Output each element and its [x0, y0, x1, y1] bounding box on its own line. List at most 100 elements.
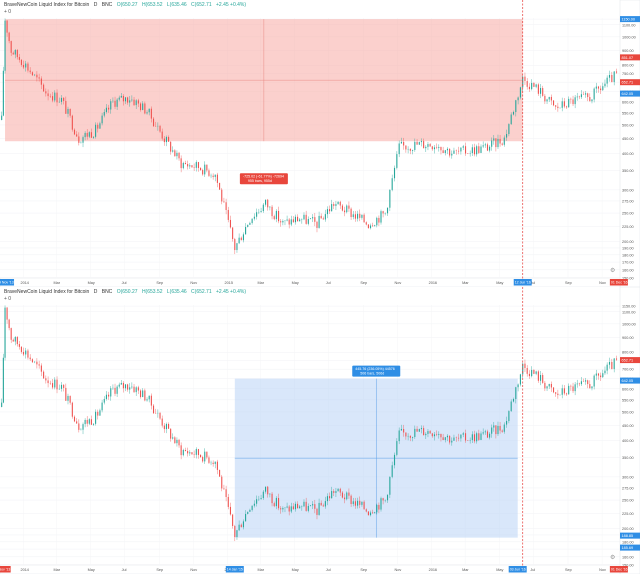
candle-body [382, 211, 384, 214]
candle-body [431, 433, 433, 437]
date-tag-label: 23 Nov '13 [0, 568, 10, 572]
candle-body [63, 97, 65, 101]
candle-body [229, 506, 232, 515]
candle-body [322, 505, 324, 507]
candle-body [506, 421, 508, 425]
y-tick-label: 600.00 [622, 100, 634, 104]
candle-body [159, 125, 161, 132]
candle-body [440, 146, 442, 151]
y-tick-label: 500.00 [622, 123, 634, 127]
candle-body [478, 146, 480, 153]
candle-body [234, 525, 236, 538]
symbol-name: BraveNewCoin Liquid Index for Bitcoin [4, 2, 90, 8]
candle-body [359, 213, 361, 218]
candle-body [369, 512, 372, 516]
candle-body [245, 513, 247, 522]
price-tag-label: 851.07 [622, 56, 634, 60]
candle-body [495, 425, 497, 435]
chart-top-svg[interactable]: 1150.001100.001000.00900.00800.00750.007… [0, 0, 640, 287]
candle-body [225, 202, 227, 211]
price-tag [620, 79, 640, 86]
x-tick-label: May [496, 568, 503, 572]
candle-body [25, 350, 27, 355]
x-tick-label: Sep [360, 281, 367, 285]
candle-body [71, 402, 73, 417]
candle-body [116, 386, 118, 394]
candle-body [414, 428, 416, 437]
candle-body [314, 504, 316, 509]
candle-body [238, 237, 240, 244]
candle-body [97, 411, 99, 416]
candle-body [212, 175, 214, 177]
candle-body [389, 476, 391, 495]
candle-body [288, 506, 290, 512]
indicator-toggle[interactable]: + 0 [4, 296, 12, 302]
candle-body [568, 385, 570, 395]
ohlc-close: C(652.71 [191, 2, 212, 8]
candle-body [526, 368, 528, 374]
candle-body [256, 212, 258, 217]
candle-body [501, 143, 503, 145]
candle-body [597, 373, 600, 376]
candle-body [208, 170, 210, 176]
candle-body [297, 503, 299, 509]
y-tick-label: 600.00 [622, 387, 634, 391]
price-tag [620, 16, 640, 23]
y-tick-label: 800.00 [622, 64, 634, 68]
candle-body [67, 395, 69, 401]
candle-body [12, 52, 14, 55]
candle-body [286, 506, 288, 508]
candle-body [184, 163, 187, 165]
y-tick-label: 160.00 [622, 268, 634, 272]
x-tick-label: Sep [360, 568, 367, 572]
candle-body [589, 97, 591, 102]
y-tick-label: 450.00 [622, 137, 634, 141]
date-tag-label: 14 Jan '15 [227, 568, 243, 572]
candle-body [214, 174, 216, 177]
candle-body [429, 144, 431, 147]
ohlc-change: +2.45 +0.4%) [216, 2, 247, 8]
candle-body [10, 41, 12, 53]
chart-panel-top[interactable]: BraveNewCoin Liquid Index for Bitcoin D … [0, 0, 640, 288]
candle-body [489, 433, 491, 438]
candle-body [542, 375, 544, 383]
candle-body [65, 100, 67, 114]
candle-body [6, 307, 8, 320]
candle-body [326, 209, 329, 215]
candle-body [438, 433, 440, 435]
candle-body [348, 492, 350, 496]
candle-body [269, 493, 271, 495]
chart-panel-bottom[interactable]: BraveNewCoin Liquid Index for Bitcoin D … [0, 287, 640, 574]
candle-body [331, 491, 333, 499]
candle-body [440, 433, 442, 438]
candle-body [256, 499, 258, 504]
candle-body [557, 106, 559, 109]
candle-body [73, 129, 76, 135]
indicator-toggle[interactable]: + 0 [4, 9, 12, 15]
candle-body [512, 399, 515, 402]
candle-body [1, 402, 3, 407]
candle-body [546, 99, 548, 102]
chart-bottom-svg[interactable]: 1150.001100.001000.00900.00800.00750.007… [0, 287, 640, 574]
y-tick-label: 250.00 [622, 499, 634, 503]
candle-body [497, 425, 499, 435]
candle-body [307, 219, 309, 224]
candle-body [552, 387, 555, 393]
exchange-label: BNC [101, 2, 113, 8]
candle-body [40, 78, 42, 85]
candle-body [280, 221, 282, 223]
candle-body [197, 449, 200, 455]
y-tick-label: 225.00 [622, 512, 634, 516]
candle-body [95, 411, 97, 424]
candle-body [561, 101, 563, 108]
candle-body [305, 501, 307, 511]
y-tick-label: 350.00 [622, 169, 634, 173]
x-tick-label: May [88, 281, 95, 285]
y-tick-label: 225.00 [622, 225, 634, 229]
candle-body [56, 379, 58, 390]
symbol-name: BraveNewCoin Liquid Index for Bitcoin [4, 289, 90, 295]
date-tag [0, 566, 11, 573]
candle-body [350, 495, 352, 505]
candle-body [613, 71, 615, 83]
candle-body [318, 215, 320, 228]
